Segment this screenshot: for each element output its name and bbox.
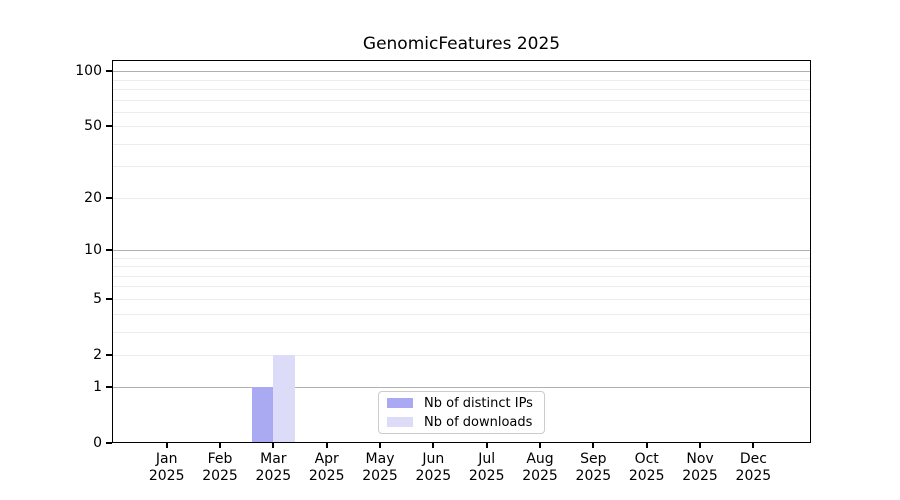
x-tick-month: Jun [422,451,445,467]
x-tick-mark [539,443,542,448]
bar-downloads [273,354,295,443]
gridline-minor [112,126,811,128]
y-tick-mark [106,125,112,128]
gridline-major [112,387,811,389]
x-tick-month: Sep [580,451,607,467]
x-tick-month: Aug [526,451,554,467]
y-tick-mark [106,297,112,300]
bar-distinct-ips [252,387,274,443]
gridline-minor [112,275,811,277]
gridline-minor [112,88,811,90]
x-tick-month: Oct [634,451,659,467]
chart-title: GenomicFeatures 2025 [362,34,561,54]
x-tick-label: Nov 2025 [665,451,735,485]
x-tick-year: 2025 [308,468,345,484]
x-tick-month: Apr [314,451,339,467]
gridline-major [112,249,811,251]
legend-swatch [387,417,413,427]
x-tick-month: Nov [686,451,714,467]
x-tick-month: May [365,451,395,467]
x-tick-year: 2025 [682,468,718,484]
x-tick-year: 2025 [468,468,505,484]
plot-area [112,60,811,443]
x-tick-year: 2025 [202,468,238,484]
x-tick-label: Oct 2025 [612,451,682,485]
legend-label: Nb of distinct IPs [424,395,533,411]
gridline-minor [112,313,811,315]
gridline-minor [112,286,811,288]
gridline-minor [112,266,811,268]
x-tick-month: Jul [478,451,496,467]
x-tick-mark [432,443,435,448]
x-tick-year: 2025 [575,468,612,484]
y-tick-label: 10 [84,241,102,258]
x-tick-mark [379,443,382,448]
x-tick-mark [325,443,328,448]
x-tick-label: Jul 2025 [452,451,522,485]
y-tick-label: 20 [84,189,102,206]
x-tick-label: Sep 2025 [558,451,628,485]
y-tick-mark [106,248,112,251]
gridline-minor [112,111,811,113]
gridline-minor [112,79,811,81]
x-tick-label: Mar 2025 [238,451,308,485]
gridline-minor [112,197,811,199]
x-tick-mark [485,443,488,448]
x-tick-label: Aug 2025 [505,451,575,485]
y-tick-label: 0 [93,435,102,452]
gridline-minor [112,99,811,101]
legend-row: Nb of downloads [379,414,544,430]
x-tick-mark [645,443,648,448]
y-tick-mark [106,353,112,356]
legend-label: Nb of downloads [424,414,533,430]
x-tick-mark [592,443,595,448]
legend-row: Nb of distinct IPs [379,395,544,411]
x-tick-mark [219,443,222,448]
gridline-minor [112,354,811,356]
x-tick-label: Jan 2025 [132,451,202,485]
x-tick-year: 2025 [255,468,292,484]
x-tick-label: May 2025 [345,451,415,485]
x-tick-year: 2025 [522,468,558,484]
x-tick-month: Feb [207,451,233,467]
x-tick-label: Dec 2025 [718,451,788,485]
y-tick-label: 100 [75,63,102,80]
gridline-minor [112,298,811,300]
x-tick-label: Jun 2025 [398,451,468,485]
gridline-minor [112,257,811,259]
y-tick-mark [106,70,112,73]
x-tick-mark [752,443,755,448]
x-tick-mark [272,443,275,448]
x-tick-month: Jan [155,451,178,467]
x-tick-year: 2025 [735,468,772,484]
x-tick-year: 2025 [148,468,185,484]
x-tick-year: 2025 [415,468,452,484]
gridline-minor [112,166,811,168]
x-tick-mark [165,443,168,448]
x-tick-label: Apr 2025 [292,451,362,485]
legend: Nb of distinct IPs Nb of downloads [378,391,545,434]
x-tick-year: 2025 [628,468,665,484]
x-tick-month: Dec [739,451,767,467]
y-tick-label: 2 [93,346,102,363]
x-tick-mark [699,443,702,448]
y-tick-mark [106,386,112,389]
y-tick-label: 50 [84,118,102,135]
y-tick-mark [106,442,112,445]
x-tick-label: Feb 2025 [185,451,255,485]
legend-swatch [387,398,413,408]
gridline-major [112,71,811,73]
gridline-minor [112,143,811,145]
gridline-minor [112,331,811,333]
y-tick-mark [106,196,112,199]
x-tick-year: 2025 [362,468,398,484]
y-tick-label: 5 [93,290,102,307]
x-tick-month: Mar [260,451,287,467]
y-tick-label: 1 [93,379,102,396]
